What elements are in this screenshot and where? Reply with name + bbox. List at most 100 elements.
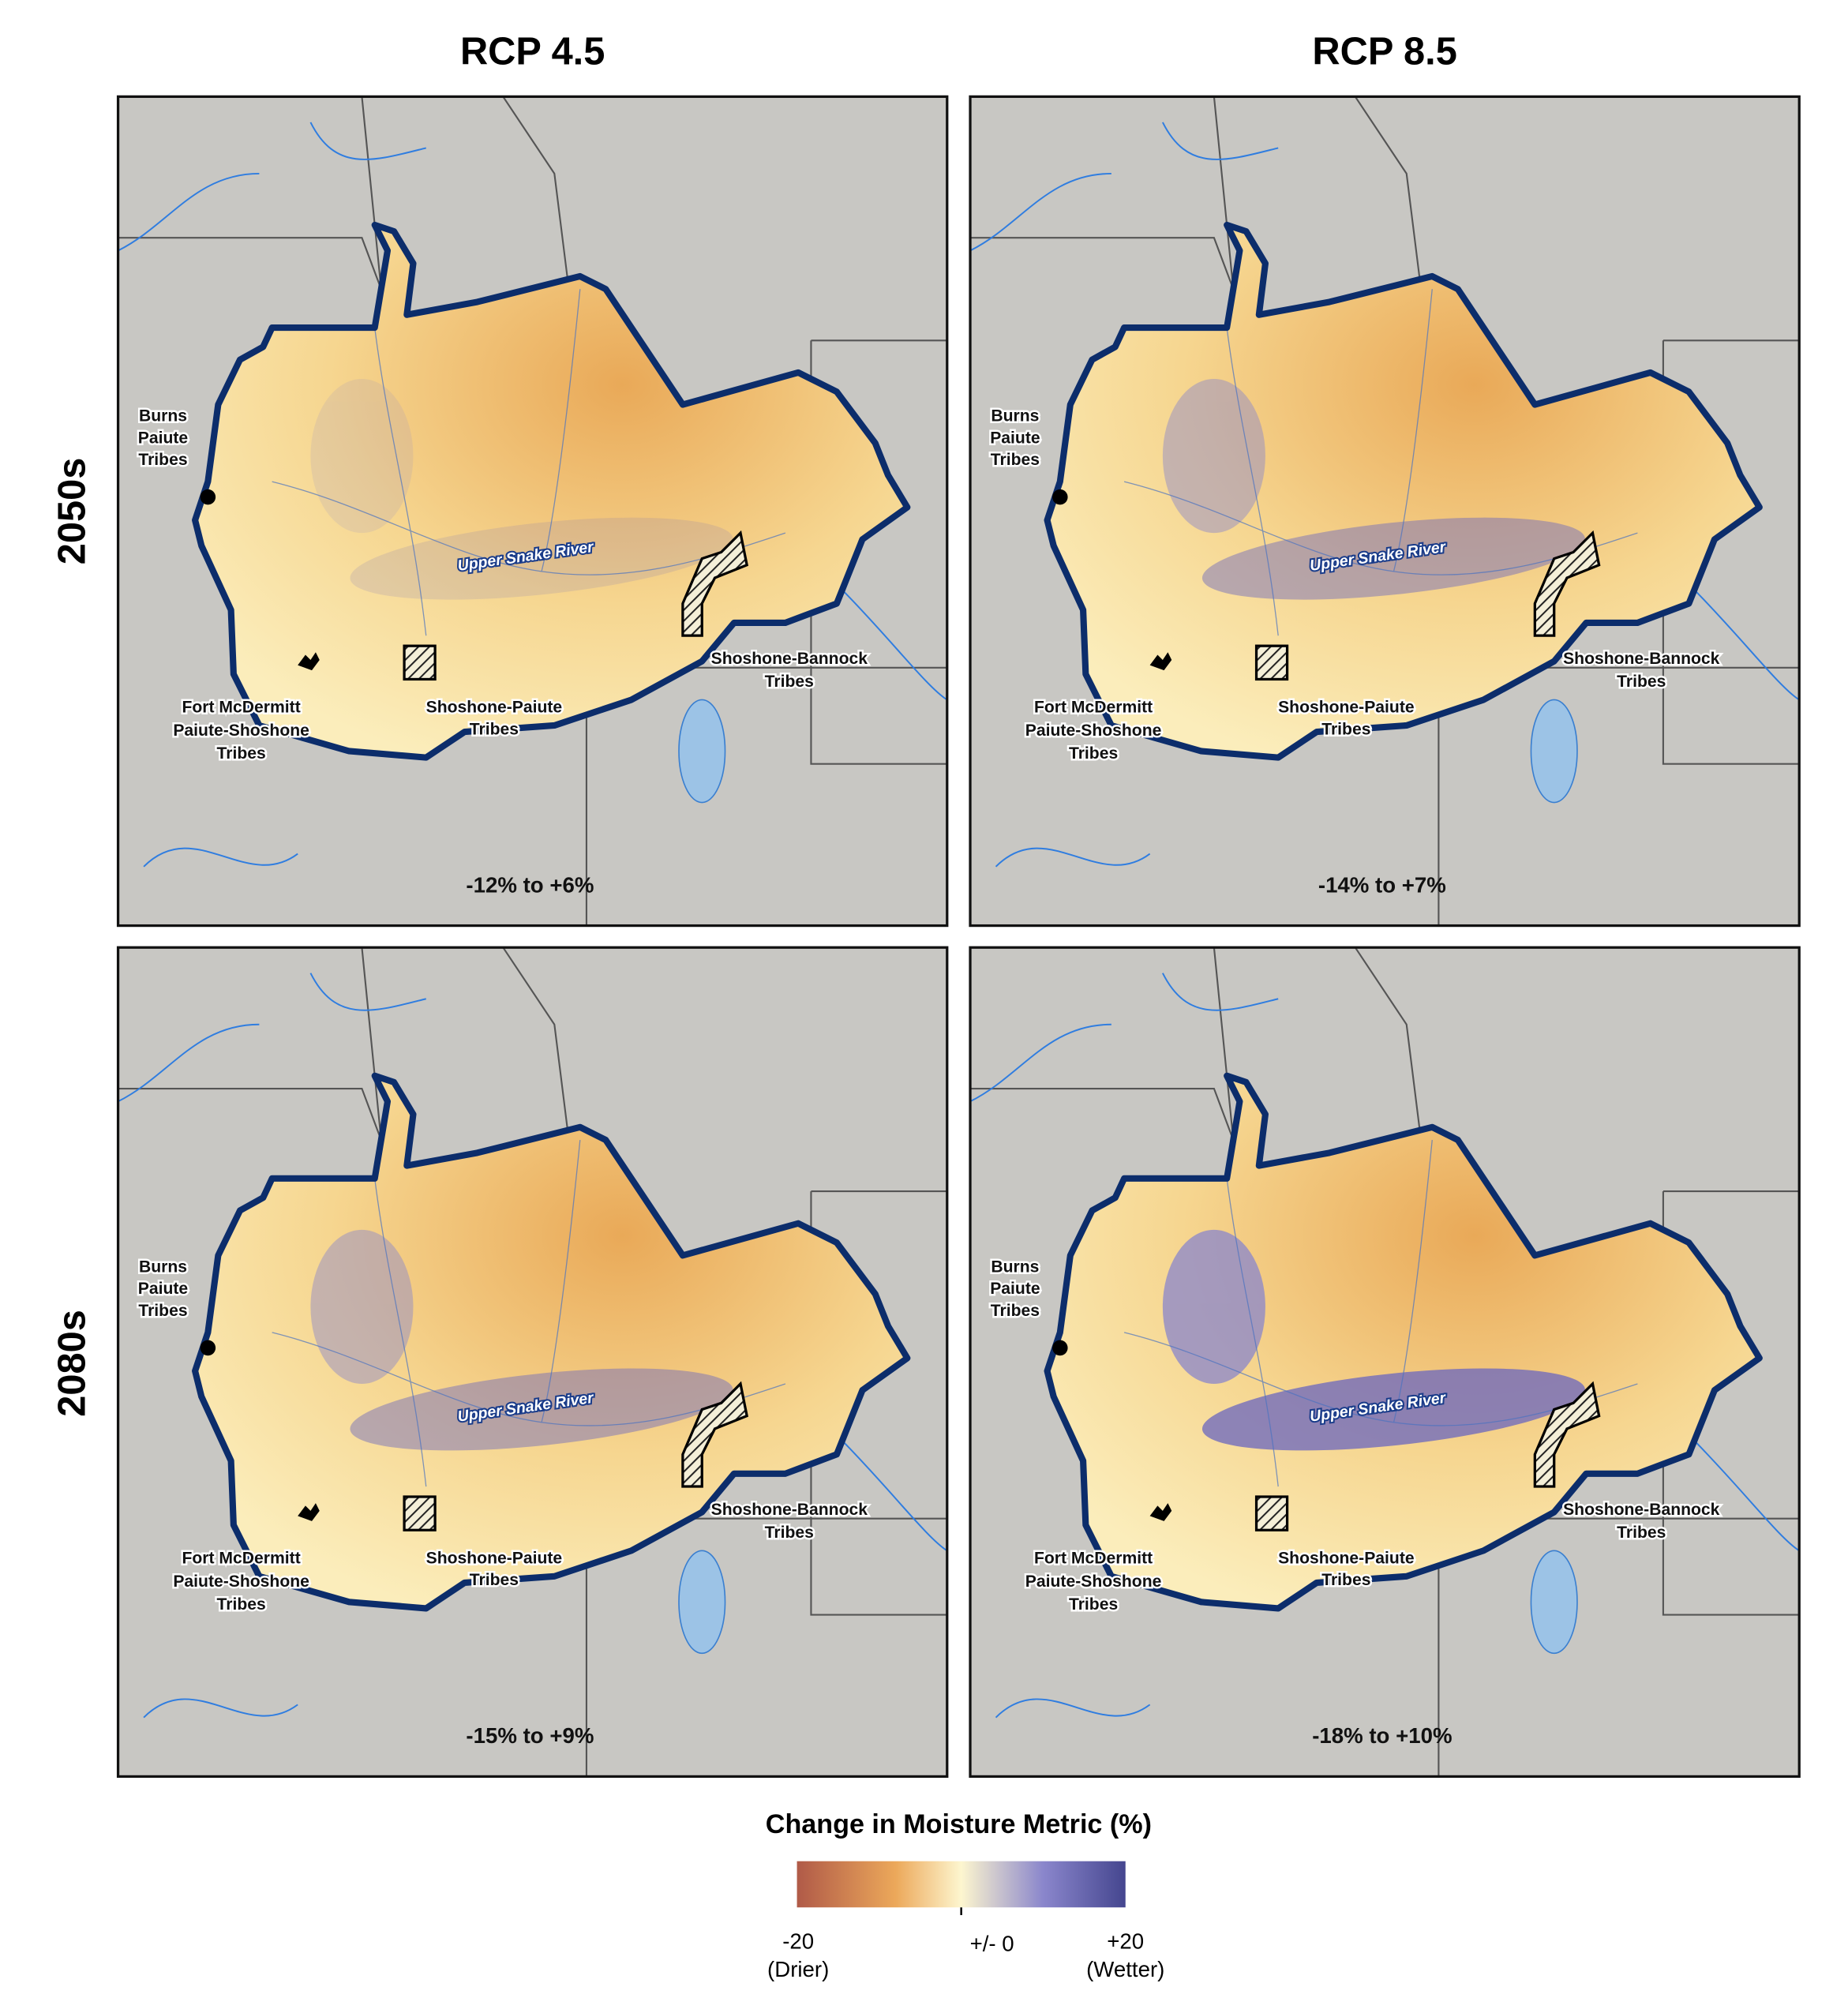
map-panel: Burns Paiute Tribes Fort McDermitt Paiute-Sh… — [969, 95, 1801, 928]
wet-area — [350, 1368, 733, 1451]
legend-label: +20 — [1107, 1929, 1144, 1953]
tribe-marker — [298, 652, 320, 671]
place-label: Tribes — [1321, 720, 1370, 738]
legend-title: Change in Moisture Metric (%) — [766, 1809, 1152, 1839]
place-label: Tribes — [138, 451, 187, 469]
place-label: Tribes — [991, 1302, 1040, 1320]
place-label: Paiute-Shoshone — [1025, 1573, 1162, 1591]
tribe-area — [681, 1381, 749, 1488]
tribe-marker — [200, 489, 216, 505]
tribe-marker — [1149, 652, 1172, 671]
place-label: Paiute — [138, 429, 189, 447]
place-label: Tribes — [1069, 1595, 1118, 1614]
place-label: Tribes — [765, 1524, 814, 1542]
wet-area — [1201, 517, 1586, 600]
place-label: Shoshone-Paiute — [1278, 1550, 1415, 1568]
tribe-marker — [1052, 489, 1068, 505]
colorbar — [797, 1861, 1126, 1908]
place-label: Tribes — [1617, 673, 1666, 691]
place-label: Shoshone-Paiute — [1278, 699, 1415, 717]
tribe-area — [403, 1495, 437, 1531]
panels: Burns Paiute Tribes Fort McDermitt Paiute-Sh… — [116, 95, 1801, 1779]
place-label: Fort McDermitt — [1034, 1550, 1153, 1568]
panel-frame — [969, 946, 1801, 1779]
watershed-outline — [1044, 1072, 1763, 1612]
place-label: Fort McDermitt — [1034, 699, 1153, 717]
place-label: Shoshone-Paiute — [426, 699, 563, 717]
place-label: Burns — [139, 1258, 187, 1276]
map-panel: Burns Paiute Tribes Fort McDermitt Paiute-Sh… — [116, 95, 949, 928]
river-line — [118, 122, 948, 868]
column-title: RCP 4.5 — [460, 31, 605, 73]
place-label: Tribes — [217, 1595, 266, 1614]
place-label: Shoshone-Bannock — [711, 650, 868, 668]
wet-area — [350, 517, 733, 600]
tribe-marker — [1052, 1340, 1068, 1356]
place-label: Shoshone-Bannock — [1563, 1501, 1720, 1519]
place-label: Paiute — [990, 429, 1040, 447]
place-label: Shoshone-Bannock — [711, 1501, 868, 1519]
wet-area — [1162, 1229, 1265, 1384]
tribe-area — [1533, 1381, 1601, 1488]
lake — [1530, 1550, 1578, 1655]
legend-label: (Wetter) — [1086, 1957, 1164, 1981]
place-label: Burns — [991, 1258, 1039, 1276]
legend-label: +/- 0 — [970, 1932, 1014, 1956]
wet-area — [1201, 1368, 1586, 1451]
wet-zone — [1162, 379, 1586, 600]
panel-frame — [116, 946, 949, 1779]
legend: Change in Moisture Metric (%) -20 (Drier… — [766, 1809, 1165, 1981]
place-label: Fort McDermitt — [182, 1550, 301, 1568]
range-label: -14% to +7% — [1318, 872, 1446, 897]
legend-label: (Drier) — [767, 1957, 829, 1981]
wet-area — [310, 1229, 414, 1384]
place-label: Tribes — [138, 1302, 187, 1320]
range-label: -15% to +9% — [466, 1723, 594, 1748]
tribe-marker — [1149, 1503, 1172, 1521]
legend-label: -20 — [782, 1929, 814, 1953]
range-label: -18% to +10% — [1312, 1723, 1452, 1748]
place-label: Tribes — [470, 1571, 519, 1589]
river-line — [969, 122, 1800, 868]
panel-frame — [969, 95, 1801, 928]
tribe-marker — [200, 1340, 216, 1356]
wet-zone — [1162, 1229, 1586, 1451]
map-panel: Burns Paiute Tribes Fort McDermitt Paiute-Sh… — [969, 946, 1801, 1779]
place-label: Fort McDermitt — [182, 699, 301, 717]
place-label: Tribes — [1321, 1571, 1370, 1589]
map-panel: Burns Paiute Tribes Fort McDermitt Paiute-Sh… — [116, 946, 949, 1779]
place-label: Tribes — [991, 451, 1040, 469]
place-label: Shoshone-Bannock — [1563, 650, 1720, 668]
column-title: RCP 8.5 — [1312, 31, 1456, 73]
place-label: Paiute — [138, 1280, 189, 1298]
range-label: -12% to +6% — [466, 872, 594, 897]
lake — [1530, 699, 1578, 804]
place-label: Tribes — [765, 673, 814, 691]
place-label: Tribes — [1069, 744, 1118, 763]
place-label: Paiute-Shoshone — [173, 1573, 309, 1591]
place-label: Burns — [139, 407, 187, 425]
watershed-outline — [192, 1072, 911, 1612]
place-label: Paiute-Shoshone — [1025, 722, 1162, 740]
row-title: 2050s — [51, 458, 93, 565]
place-label: Tribes — [1617, 1524, 1666, 1542]
place-label: Shoshone-Paiute — [426, 1550, 563, 1568]
place-label: Paiute — [990, 1280, 1040, 1298]
wet-area — [310, 379, 414, 534]
tribe-area — [681, 530, 749, 637]
place-label: Burns — [991, 407, 1039, 425]
lake — [678, 1550, 726, 1655]
tribe-area — [1533, 530, 1601, 637]
tribe-area — [1254, 1495, 1289, 1531]
panel-frame — [116, 95, 949, 928]
tribe-area — [1254, 644, 1289, 681]
place-label: Paiute-Shoshone — [173, 722, 309, 740]
river-line — [969, 973, 1800, 1719]
wet-area — [1162, 379, 1265, 534]
tribe-area — [403, 644, 437, 681]
place-label: Tribes — [470, 720, 519, 738]
watershed-outline — [1044, 221, 1763, 761]
lake — [678, 699, 726, 804]
